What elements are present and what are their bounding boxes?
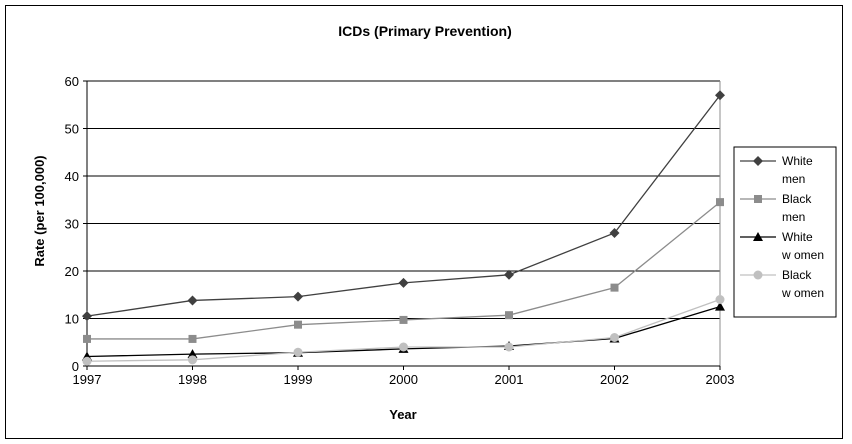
data-point-white-men [398, 277, 409, 288]
data-point-white-men [504, 269, 514, 280]
data-point-white-women [715, 301, 725, 311]
y-tick-label: 30 [65, 217, 79, 232]
legend-marker-white-women [753, 232, 763, 241]
legend-label-white-men: men [782, 172, 805, 186]
y-axis-label: Rate (per 100,000) [32, 155, 47, 266]
data-point-white-men [293, 291, 303, 302]
chart-frame [5, 5, 843, 439]
data-point-white-men [187, 295, 198, 306]
data-point-black-women [188, 355, 197, 365]
data-point-black-men [505, 311, 513, 320]
data-point-white-men [609, 228, 620, 238]
x-tick-label: 2002 [600, 372, 629, 387]
data-point-black-women [715, 295, 725, 304]
legend-marker-black-women [753, 270, 763, 280]
legend-marker-white-men [753, 156, 763, 166]
legend-label-white-men: White [782, 154, 813, 168]
data-point-black-women [293, 347, 303, 357]
data-point-black-women [610, 333, 619, 342]
data-point-black-women [399, 342, 408, 352]
legend-label-black-women: Black [782, 268, 812, 282]
y-tick-label: 0 [72, 359, 79, 374]
legend-marker-black-men [754, 195, 762, 203]
y-tick-label: 10 [65, 312, 79, 327]
data-point-black-men [716, 198, 724, 207]
data-point-black-men [294, 320, 302, 329]
y-tick-label: 60 [65, 74, 79, 89]
chart-title: ICDs (Primary Prevention) [338, 23, 512, 39]
x-tick-label: 2003 [706, 372, 735, 387]
data-point-black-men [83, 334, 91, 343]
legend-label-black-women: w omen [781, 286, 824, 300]
x-axis-label: Year [389, 407, 416, 422]
x-tick-label: 1998 [178, 372, 207, 387]
data-point-black-women [82, 356, 92, 366]
data-point-black-men [610, 283, 619, 292]
legend: White men Black men White w omen Black w omen [733, 146, 837, 318]
legend-label-black-men: men [782, 210, 805, 224]
data-point-white-men [82, 311, 92, 322]
y-tick-label: 50 [65, 122, 79, 137]
legend-label-white-women: w omen [781, 248, 824, 262]
legend-label-white-women: White [782, 230, 813, 244]
y-tick-label: 20 [65, 264, 79, 279]
x-tick-label: 2000 [389, 372, 418, 387]
y-tick-label: 40 [65, 169, 79, 184]
legend-box [733, 146, 837, 318]
data-point-white-women [187, 349, 198, 359]
data-point-black-women [504, 342, 514, 352]
plot-area: 0 10 20 30 40 50 60 1997 1998 1999 2000 2001 2002 200… [65, 74, 735, 387]
x-tick-label: 2001 [495, 372, 524, 387]
x-tick-label: 1999 [284, 372, 313, 387]
data-point-black-men [399, 315, 408, 324]
legend-label-black-men: Black [782, 192, 812, 206]
x-tick-label: 1997 [73, 372, 102, 387]
data-point-black-men [188, 334, 197, 343]
data-point-white-men [715, 90, 725, 101]
